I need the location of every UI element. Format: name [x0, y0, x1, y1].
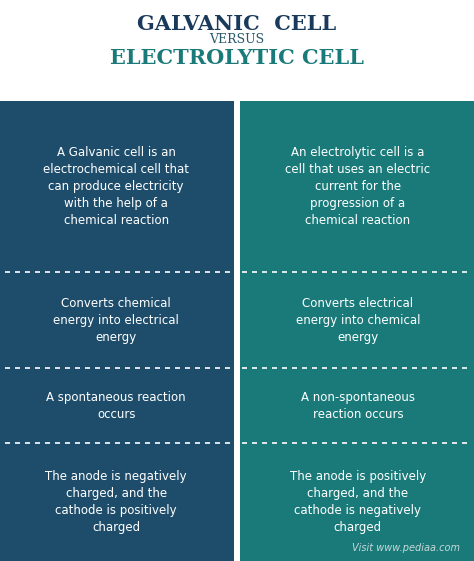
Text: Visit www.pediaa.com: Visit www.pediaa.com	[352, 542, 460, 553]
Text: Converts chemical
energy into electrical
energy: Converts chemical energy into electrical…	[53, 297, 179, 344]
Text: A spontaneous reaction
occurs: A spontaneous reaction occurs	[46, 391, 186, 421]
Text: The anode is positively
charged, and the
cathode is negatively
charged: The anode is positively charged, and the…	[290, 470, 426, 534]
Bar	[0, 272, 234, 369]
Text: A non-spontaneous
reaction occurs: A non-spontaneous reaction occurs	[301, 391, 415, 421]
Text: The anode is negatively
charged, and the
cathode is positively
charged: The anode is negatively charged, and the…	[46, 470, 187, 534]
Bar	[240, 272, 474, 369]
Text: A Galvanic cell is an
electrochemical cell that
can produce electricity
with the: A Galvanic cell is an electrochemical ce…	[43, 146, 189, 227]
Text: VERSUS: VERSUS	[210, 33, 264, 45]
Bar	[0, 101, 234, 272]
Bar	[0, 369, 234, 443]
Text: ELECTROLYTIC CELL: ELECTROLYTIC CELL	[110, 48, 364, 68]
Bar	[234, 101, 240, 561]
Text: An electrolytic cell is a
cell that uses an electric
current for the
progression: An electrolytic cell is a cell that uses…	[285, 146, 430, 227]
Bar	[0, 443, 234, 561]
Bar	[240, 101, 474, 272]
Bar	[240, 443, 474, 561]
Text: GALVANIC  CELL: GALVANIC CELL	[137, 14, 337, 34]
Text: Converts electrical
energy into chemical
energy: Converts electrical energy into chemical…	[296, 297, 420, 344]
Bar	[240, 369, 474, 443]
